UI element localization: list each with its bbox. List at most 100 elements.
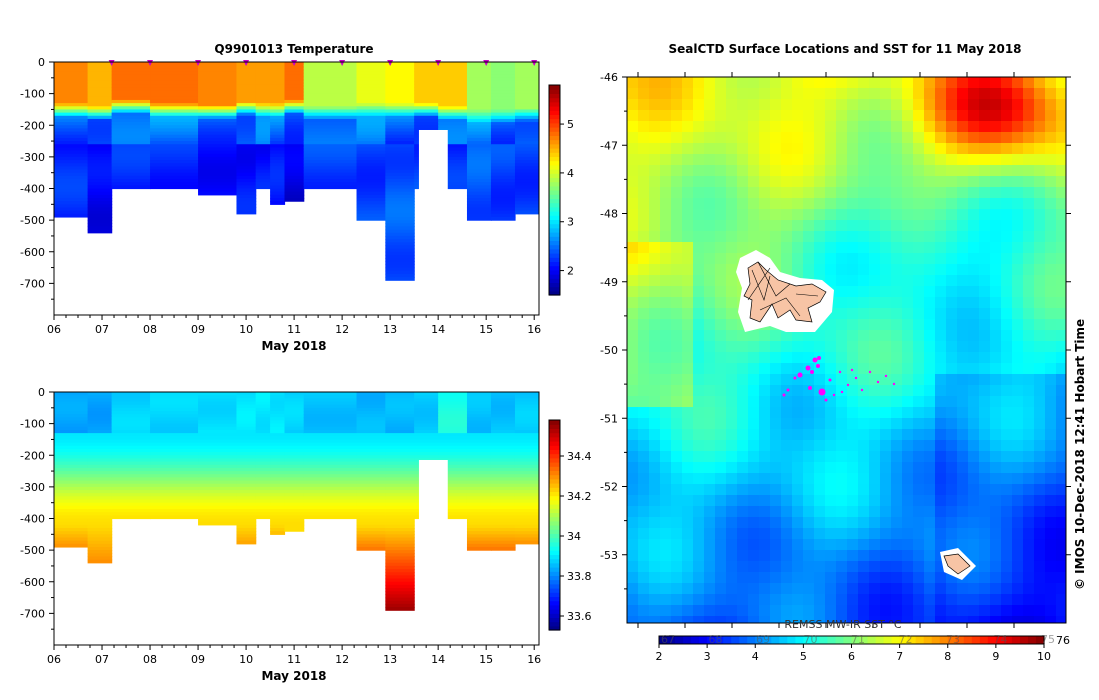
sst-cell (737, 154, 749, 166)
sst-cell (814, 616, 826, 623)
sst-cell (869, 440, 881, 452)
temperature-cell (385, 197, 415, 202)
salinity-cell (385, 515, 415, 520)
temperature-cell (87, 204, 113, 209)
sst-cell (627, 616, 639, 623)
sst-cell (726, 539, 738, 551)
salinity-cell (385, 597, 415, 602)
temperature-cell (385, 232, 415, 237)
sst-cell (1023, 319, 1035, 331)
temperature-cell (438, 172, 468, 177)
sst-cell (880, 275, 892, 287)
sst-cell (847, 605, 859, 617)
sst-cell (1012, 385, 1024, 397)
sst-cell (715, 231, 727, 243)
colorbar-segment (549, 609, 560, 614)
sst-cell (990, 506, 1002, 518)
sst-cell (1001, 484, 1013, 496)
sst-cell (803, 495, 815, 507)
sst-cell (913, 99, 925, 111)
temperature-cell (150, 109, 199, 114)
salinity-cell (270, 483, 286, 488)
sst-cell (715, 198, 727, 210)
salinity-cell (284, 414, 305, 418)
sst-cell (627, 110, 639, 122)
sst-cell (770, 594, 782, 606)
sst-cell (990, 440, 1002, 452)
sst-cell (1045, 77, 1057, 89)
sst-fahrenheit-label: 73 (946, 633, 960, 646)
salinity-cell (466, 445, 492, 450)
sst-cell (924, 110, 936, 122)
temperature-cell (54, 96, 89, 101)
sst-cell (935, 165, 947, 177)
sst-cell (748, 110, 760, 122)
sst-cell (759, 550, 771, 562)
sst-cell (660, 440, 672, 452)
temperature-cell (54, 125, 89, 130)
temperature-cell (111, 163, 151, 167)
temperature-cell (284, 131, 305, 136)
sst-cell (935, 561, 947, 573)
sst-cell (990, 198, 1002, 210)
temperature-cell (270, 103, 286, 107)
sst-cell (704, 374, 716, 386)
salinity-cell (303, 445, 358, 450)
salinity-cell (150, 407, 199, 412)
temperature-cell (514, 207, 539, 212)
temperature-cell (236, 65, 257, 69)
temperature-cell (438, 112, 468, 117)
sst-cell (913, 330, 925, 342)
salinity-cell (150, 490, 199, 494)
salinity-cell (198, 483, 238, 488)
temperature-cell (54, 185, 89, 190)
salinity-cell (385, 445, 415, 450)
sst-cell (902, 143, 914, 155)
sst-cell (825, 275, 837, 287)
temperature-cell (385, 137, 415, 142)
sst-cell (968, 451, 980, 463)
sst-cell (1012, 352, 1024, 364)
temperature-cell (385, 223, 415, 228)
salinity-cell (270, 395, 286, 399)
sst-cell (770, 396, 782, 408)
temperature-cell (284, 96, 305, 101)
sst-cell (726, 451, 738, 463)
sst-cell (715, 616, 727, 623)
salinity-cell (150, 477, 199, 482)
sst-cell (979, 583, 991, 595)
sst-cell (913, 286, 925, 298)
sst-cell (1001, 528, 1013, 540)
temperature-cell (466, 87, 492, 92)
sst-cell (946, 418, 958, 430)
colorbar-segment (549, 269, 560, 275)
sst-cell (704, 506, 716, 518)
sst-cell (847, 143, 859, 155)
sst-cell (825, 132, 837, 144)
sst-cell (847, 308, 859, 320)
sst-cell (792, 253, 804, 265)
temperature-cell (236, 93, 257, 98)
salinity-cell (438, 452, 468, 456)
sst-cell (627, 605, 639, 617)
ctd-location-point (846, 383, 850, 387)
salinity-cell (466, 477, 492, 482)
sst-cell (924, 242, 936, 254)
salinity-cell (54, 461, 89, 466)
sst-cell (803, 209, 815, 221)
sst-cell (748, 187, 760, 199)
temperature-cell (236, 163, 257, 167)
salinity-cell (438, 423, 468, 428)
colorbar-segment (549, 613, 560, 618)
sst-cell (968, 539, 980, 551)
sst-cell (1045, 484, 1057, 496)
sst-cell (1023, 143, 1035, 155)
sst-cell (792, 341, 804, 353)
sst-cell (858, 165, 870, 177)
temperature-cell (466, 201, 492, 205)
ctd-location-point (816, 364, 820, 368)
sst-cell (836, 110, 848, 122)
sst-cell (979, 165, 991, 177)
temperature-cell (54, 160, 89, 164)
